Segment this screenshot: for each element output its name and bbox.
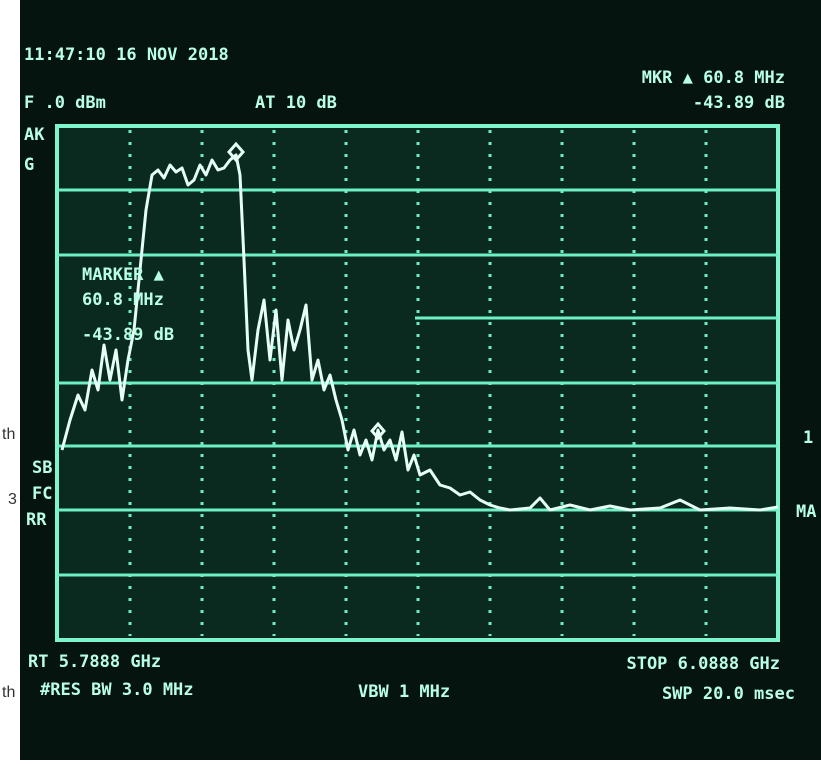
attenuation: AT 10 dB — [255, 93, 337, 113]
marker-diamond — [370, 421, 386, 441]
graticule — [55, 124, 780, 642]
spectrum-trace — [60, 153, 779, 512]
start-freq: RT 5.7888 GHz — [28, 652, 161, 672]
rbw: #RES BW 3.0 MHz — [40, 680, 194, 700]
sweep-time: SWP 20.0 msec — [662, 684, 795, 704]
scale: G — [24, 155, 34, 175]
softkey: FC — [32, 484, 52, 504]
page-text: 3 — [8, 491, 17, 508]
vbw: VBW 1 MHz — [358, 682, 450, 702]
time-date: 11:47:10 16 NOV 2018 — [24, 45, 229, 65]
stop-freq: STOP 6.0888 GHz — [626, 654, 780, 674]
page-text: th — [2, 426, 15, 443]
marker-freq: 60.8 MHz — [82, 290, 164, 310]
detector: AK — [24, 125, 45, 145]
page-text: th — [2, 684, 15, 701]
marker-readout: MKR ▲ 60.8 MHz — [642, 68, 785, 88]
marker-diamond — [227, 141, 245, 163]
marker-level: -43.89 dB — [82, 325, 174, 345]
softkey: MA — [796, 502, 816, 522]
ref-level: F .0 dBm — [24, 93, 106, 113]
softkey: RR — [26, 510, 47, 530]
marker-title: MARKER ▲ — [82, 265, 165, 285]
marker-level: -43.89 dB — [693, 93, 785, 113]
softkey: 1 — [803, 428, 813, 448]
softkey: SB — [32, 458, 52, 478]
